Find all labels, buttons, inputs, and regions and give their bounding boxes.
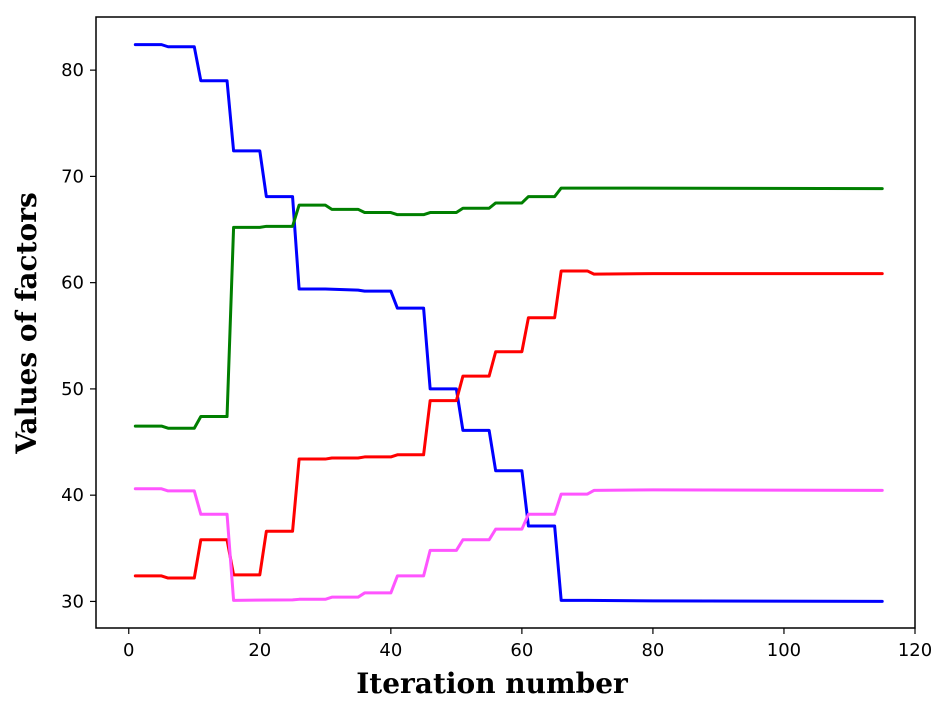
y-tick-label: 40: [61, 485, 84, 506]
plot-frame: [95, 16, 916, 629]
x-tick-label: 60: [510, 640, 533, 661]
x-axis: 0 20 40 60 80 100 120: [123, 628, 932, 661]
plot-background: [96, 17, 915, 628]
y-tick-label: 70: [61, 166, 84, 187]
series-line-4: [133, 487, 884, 602]
x-axis-title: Iteration number: [356, 667, 629, 700]
y-axis-title: Values of factors: [10, 192, 43, 454]
x-tick-label: 120: [898, 640, 932, 661]
x-tick-label: 20: [248, 640, 271, 661]
x-tick-label: 80: [641, 640, 664, 661]
series-line-1: [133, 43, 884, 603]
y-tick-label: 60: [61, 273, 84, 294]
y-axis: 30 40 50 60 70 80: [61, 60, 96, 612]
x-tick-label: 40: [379, 640, 402, 661]
y-tick-label: 50: [61, 379, 84, 400]
series-line-3: [133, 269, 884, 580]
y-tick-label: 80: [61, 60, 84, 81]
series-line-2: [133, 186, 884, 430]
x-tick-label: 0: [123, 640, 134, 661]
y-tick-label: 30: [61, 591, 84, 612]
series-layer: [133, 43, 884, 603]
x-tick-label: 100: [767, 640, 801, 661]
